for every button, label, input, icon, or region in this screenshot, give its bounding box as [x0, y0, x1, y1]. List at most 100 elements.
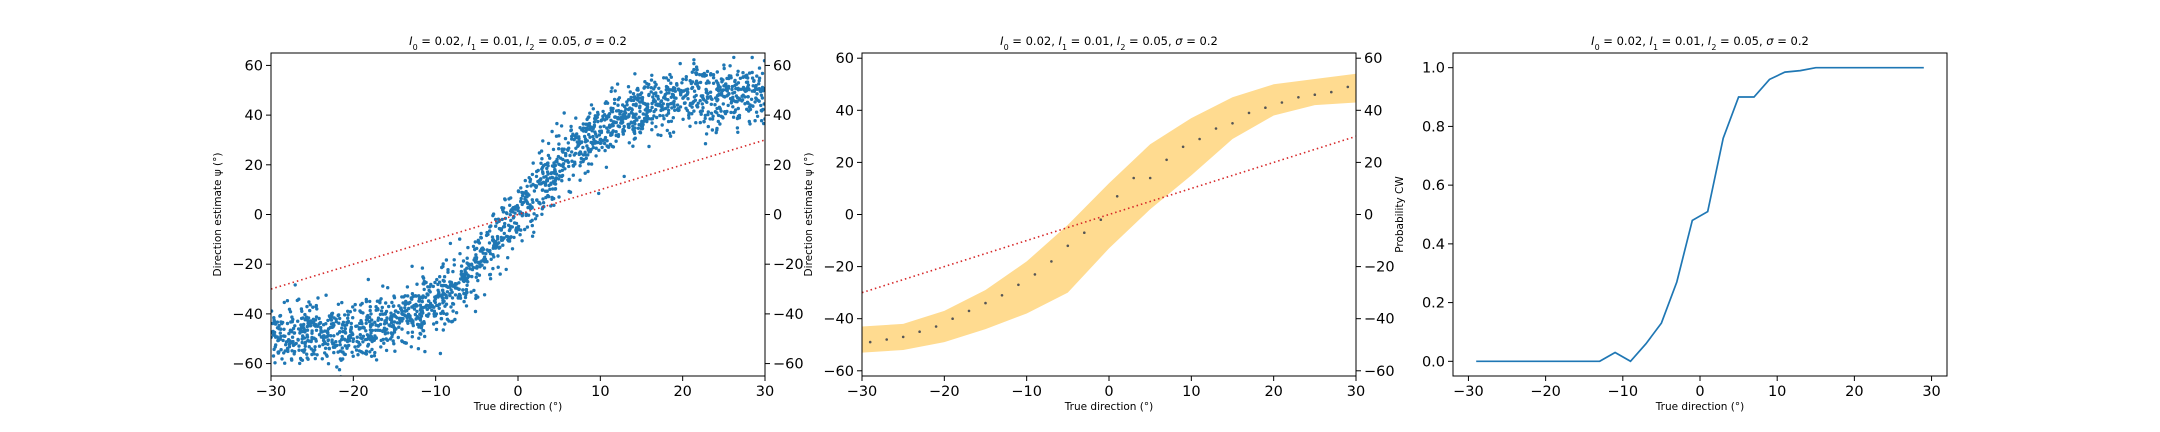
- x-tick-label: −20: [1530, 384, 1561, 400]
- x-tick-label: 10: [1768, 384, 1786, 400]
- scatter-point: [295, 298, 299, 303]
- scatter-point: [713, 103, 717, 107]
- scatter-point: [373, 328, 378, 332]
- scatter-point: [534, 174, 539, 179]
- scatter-point: [300, 309, 304, 313]
- scatter-point: [361, 325, 365, 329]
- scatter-point: [716, 119, 720, 124]
- scatter-point: [389, 331, 394, 335]
- scatter-point: [560, 179, 564, 183]
- scatter-point: [333, 343, 338, 348]
- scatter-point: [653, 85, 657, 89]
- scatter-point: [519, 186, 523, 190]
- scatter-point: [520, 239, 524, 243]
- scatter-point: [410, 321, 414, 325]
- scatter-point: [653, 80, 657, 85]
- scatter-point: [589, 103, 594, 107]
- scatter-point: [638, 104, 642, 108]
- scatter-point: [386, 286, 390, 290]
- scatter-point: [343, 344, 347, 348]
- scatter-point: [448, 285, 452, 289]
- scatter-point: [278, 331, 282, 335]
- scatter-point: [537, 200, 541, 205]
- scatter-point: [613, 89, 617, 93]
- scatter-point: [293, 342, 297, 346]
- scatter-point: [410, 292, 415, 296]
- scatter-point: [488, 229, 492, 233]
- scatter-point: [341, 357, 345, 361]
- scatter-point: [475, 272, 479, 276]
- scatter-point: [526, 192, 530, 196]
- scatter-point: [605, 126, 609, 130]
- scatter-point: [746, 95, 750, 99]
- scatter-point: [376, 328, 380, 332]
- scatter-point: [520, 193, 525, 198]
- scatter-point: [392, 320, 397, 324]
- scatter-point: [451, 301, 455, 306]
- scatter-point: [351, 316, 355, 320]
- scatter-point: [505, 211, 509, 216]
- scatter-point: [626, 115, 630, 119]
- scatter-point: [519, 228, 523, 232]
- scatter-point: [379, 317, 384, 322]
- x-axis-label: True direction (°): [1064, 401, 1153, 413]
- scatter-point: [501, 243, 505, 247]
- scatter-point: [671, 130, 676, 134]
- scatter-point: [479, 235, 483, 240]
- scatter-point: [545, 170, 550, 174]
- scatter-point: [415, 282, 419, 286]
- y-tick-label: −60: [823, 364, 854, 380]
- scatter-point: [636, 86, 640, 91]
- scatter-point: [289, 341, 294, 345]
- scatter-point: [715, 126, 719, 131]
- mean-point: [1198, 137, 1201, 141]
- scatter-point: [556, 154, 561, 159]
- scatter-point: [468, 267, 472, 271]
- scatter-point: [540, 157, 544, 161]
- scatter-point: [569, 124, 573, 129]
- scatter-point: [302, 328, 307, 332]
- scatter-point: [757, 66, 762, 70]
- title-part-1: 0: [1004, 43, 1009, 52]
- scatter-point: [605, 139, 609, 143]
- scatter-point: [706, 110, 710, 114]
- scatter-point: [354, 324, 358, 328]
- scatter-point: [665, 128, 669, 133]
- scatter-point: [425, 307, 430, 311]
- scatter-point: [359, 319, 363, 323]
- scatter-point: [678, 88, 682, 93]
- x-axis-label: True direction (°): [473, 401, 562, 413]
- scatter-point: [715, 97, 719, 101]
- scatter-point: [586, 169, 590, 174]
- scatter-point: [307, 321, 311, 326]
- scatter-point: [418, 318, 423, 322]
- scatter-point: [642, 86, 646, 90]
- scatter-point: [374, 358, 379, 362]
- scatter-point: [687, 111, 691, 115]
- y-tick-label-right: 20: [773, 158, 791, 174]
- mean-point: [1148, 176, 1152, 180]
- scatter-point: [682, 101, 687, 105]
- title-part-7: 2: [1711, 43, 1716, 52]
- scatter-point: [450, 290, 454, 294]
- x-tick-label: −20: [929, 384, 960, 400]
- scatter-point: [313, 324, 318, 328]
- scatter-point: [316, 296, 320, 300]
- mean-point: [1346, 85, 1350, 89]
- scatter-point: [305, 304, 309, 309]
- scatter-point: [671, 116, 675, 120]
- scatter-point: [408, 318, 413, 323]
- scatter-point: [722, 63, 726, 67]
- scatter-point: [396, 335, 400, 340]
- scatter-point: [671, 93, 675, 97]
- scatter-point: [458, 252, 462, 256]
- scatter-point: [291, 326, 296, 331]
- scatter-point: [730, 87, 734, 92]
- scatter-point: [474, 275, 478, 279]
- y-tick-label: 0.4: [1422, 237, 1445, 253]
- mean-point: [934, 325, 938, 328]
- scatter-point: [697, 86, 701, 91]
- y-tick-label: −20: [232, 257, 263, 273]
- scatter-point: [465, 266, 469, 270]
